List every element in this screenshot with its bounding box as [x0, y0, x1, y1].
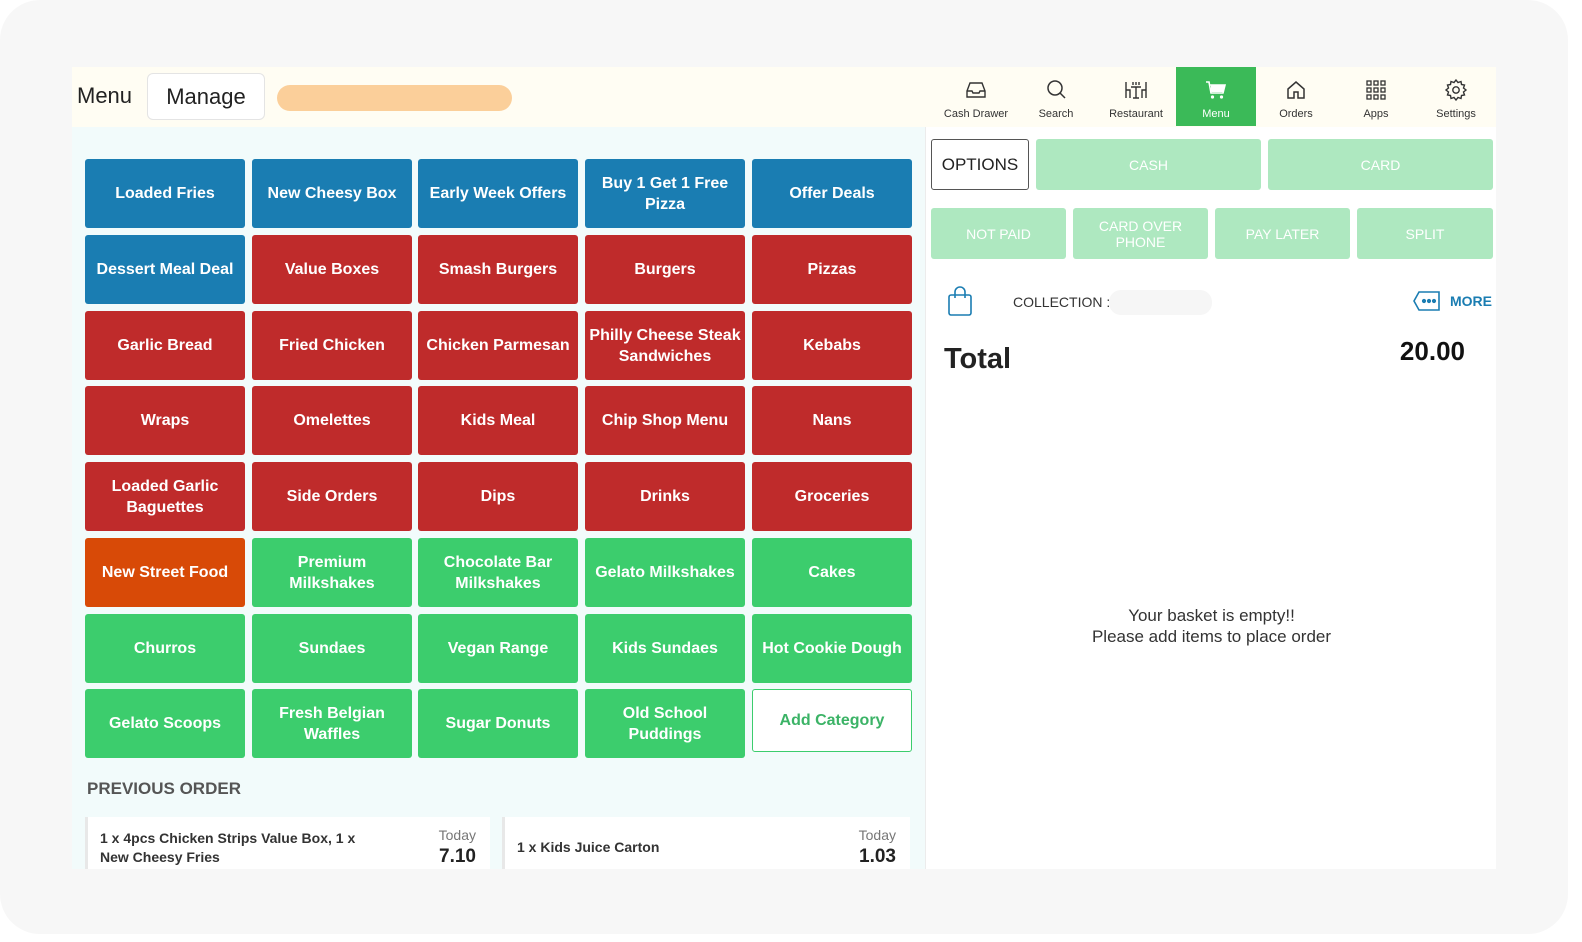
collection-label: COLLECTION : — [1013, 294, 1111, 310]
empty-basket-line: Please add items to place order — [1091, 627, 1332, 646]
total-label: Total — [944, 343, 1012, 375]
category-tile[interactable]: Groceries — [752, 462, 912, 531]
page-title: Menu — [77, 83, 133, 108]
category-tile[interactable]: Offer Deals — [752, 159, 912, 228]
nav-label: Orders — [1279, 108, 1313, 120]
category-tile[interactable]: Old School Puddings — [585, 689, 745, 758]
not-paid-button[interactable]: NOT PAID — [931, 208, 1066, 259]
category-tile[interactable]: New Cheesy Box — [252, 159, 412, 228]
category-tile[interactable]: Omelettes — [252, 386, 412, 455]
pay-later-button[interactable]: PAY LATER — [1215, 208, 1350, 259]
search-pill[interactable] — [277, 85, 512, 111]
more-button[interactable]: MORE — [1412, 290, 1492, 312]
category-tile[interactable]: Garlic Bread — [85, 311, 245, 380]
category-tile[interactable]: Early Week Offers — [418, 159, 578, 228]
nav-orders[interactable]: Orders — [1256, 67, 1336, 126]
previous-order-card[interactable]: 1 x 4pcs Chicken Strips Value Box, 1 x N… — [85, 817, 490, 869]
card-button[interactable]: CARD — [1268, 139, 1493, 190]
previous-order-amount: 1.03 — [859, 846, 896, 867]
category-tile[interactable]: Pizzas — [752, 235, 912, 304]
category-tile[interactable]: Burgers — [585, 235, 745, 304]
category-tile[interactable]: Nans — [752, 386, 912, 455]
card-over-phone-button[interactable]: CARD OVER PHONE — [1073, 208, 1208, 259]
category-tile[interactable]: Sugar Donuts — [418, 689, 578, 758]
apps-grid-icon — [1366, 80, 1386, 100]
previous-order-date: Today — [858, 827, 896, 843]
shopping-bag-icon — [948, 286, 972, 316]
collection-field[interactable] — [1109, 290, 1212, 315]
category-tile[interactable]: Kebabs — [752, 311, 912, 380]
nav-label: Restaurant — [1109, 108, 1163, 120]
more-tag-icon — [1413, 291, 1440, 311]
nav-cash-drawer[interactable]: Cash Drawer — [936, 67, 1016, 126]
more-label: MORE — [1450, 293, 1492, 309]
nav-settings[interactable]: Settings — [1416, 67, 1496, 126]
nav-label: Settings — [1436, 108, 1476, 120]
category-tile[interactable]: Vegan Range — [418, 614, 578, 683]
cart-icon — [1206, 81, 1227, 99]
category-tile[interactable]: Hot Cookie Dough — [752, 614, 912, 683]
category-tile[interactable]: Side Orders — [252, 462, 412, 531]
previous-order-date: Today — [438, 827, 476, 843]
category-tile[interactable]: Wraps — [85, 386, 245, 455]
options-button[interactable]: OPTIONS — [931, 139, 1029, 190]
category-tile[interactable]: Gelato Milkshakes — [585, 538, 745, 607]
category-tile[interactable]: Drinks — [585, 462, 745, 531]
category-tile[interactable]: Chicken Parmesan — [418, 311, 578, 380]
pos-app: Menu Manage Cash Drawer Search Restauran… — [72, 67, 1496, 869]
category-tile[interactable]: Cakes — [752, 538, 912, 607]
category-tile[interactable]: Chip Shop Menu — [585, 386, 745, 455]
gear-icon — [1444, 78, 1468, 102]
category-tile[interactable]: Premium Milkshakes — [252, 538, 412, 607]
nav-label: Menu — [1202, 108, 1230, 120]
nav-search[interactable]: Search — [1016, 67, 1096, 126]
previous-order-items: 1 x Kids Juice Carton — [517, 839, 660, 855]
category-tile[interactable]: Buy 1 Get 1 Free Pizza — [585, 159, 745, 228]
nav-label: Apps — [1363, 108, 1389, 120]
cash-button[interactable]: CASH — [1036, 139, 1261, 190]
category-tile[interactable]: Smash Burgers — [418, 235, 578, 304]
cash-drawer-icon — [966, 82, 986, 98]
nav-restaurant[interactable]: Restaurant — [1096, 67, 1176, 126]
category-tile[interactable]: Value Boxes — [252, 235, 412, 304]
add-category-button[interactable]: Add Category — [752, 689, 912, 752]
previous-order-title: PREVIOUS ORDER — [87, 779, 241, 798]
category-tile[interactable]: Kids Meal — [418, 386, 578, 455]
manage-button[interactable]: Manage — [147, 73, 265, 120]
category-tile[interactable]: Fried Chicken — [252, 311, 412, 380]
restaurant-icon — [1125, 82, 1147, 99]
category-tile[interactable]: Loaded Fries — [85, 159, 245, 228]
category-tile[interactable]: Dessert Meal Deal — [85, 235, 245, 304]
empty-basket-line: Your basket is empty!! — [1128, 606, 1295, 625]
category-tile[interactable]: Loaded Garlic Baguettes — [85, 462, 245, 531]
top-bar: Menu Manage Cash Drawer Search Restauran… — [72, 67, 1496, 127]
nav-label: Cash Drawer — [943, 108, 1009, 120]
category-tile[interactable]: New Street Food — [85, 538, 245, 607]
category-tile[interactable]: Chocolate Bar Milkshakes — [418, 538, 578, 607]
category-tile[interactable]: Churros — [85, 614, 245, 683]
category-tile[interactable]: Gelato Scoops — [85, 689, 245, 758]
total-value: 20.00 — [1399, 336, 1465, 366]
checkout-panel: OPTIONS CASH CARD NOT PAID CARD OVER PHO… — [925, 127, 1496, 869]
nav-menu[interactable]: Menu — [1176, 67, 1256, 126]
home-icon — [1287, 81, 1305, 99]
nav-label: Search — [1038, 108, 1074, 120]
previous-order-card[interactable]: 1 x Kids Juice Carton Today 1.03 — [502, 817, 910, 869]
category-panel: Loaded Fries New Cheesy Box Early Week Off… — [72, 127, 925, 869]
category-tile[interactable]: Sundaes — [252, 614, 412, 683]
category-tile[interactable]: Dips — [418, 462, 578, 531]
category-tile[interactable]: Kids Sundaes — [585, 614, 745, 683]
category-tile[interactable]: Fresh Belgian Waffles — [252, 689, 412, 758]
split-button[interactable]: SPLIT — [1357, 208, 1493, 259]
empty-basket-message: Your basket is empty!! Please add items … — [926, 605, 1496, 647]
nav-apps[interactable]: Apps — [1336, 67, 1416, 126]
category-tile[interactable]: Philly Cheese Steak Sandwiches — [585, 311, 745, 380]
previous-order-items: 1 x 4pcs Chicken Strips Value Box, 1 x N… — [100, 830, 356, 865]
search-icon — [1047, 80, 1066, 99]
previous-order-amount: 7.10 — [439, 846, 476, 867]
